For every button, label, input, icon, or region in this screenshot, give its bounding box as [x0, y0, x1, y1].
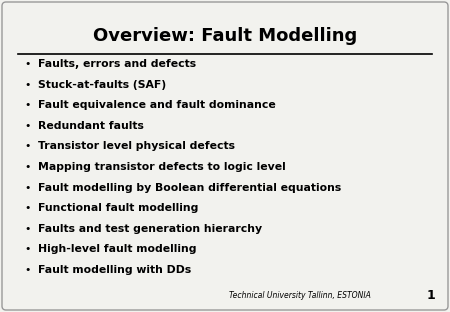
Text: Functional fault modelling: Functional fault modelling: [38, 203, 198, 213]
Text: •: •: [25, 141, 31, 151]
Text: •: •: [25, 244, 31, 254]
Text: Redundant faults: Redundant faults: [38, 121, 144, 131]
Text: •: •: [25, 265, 31, 275]
Text: •: •: [25, 183, 31, 193]
Text: •: •: [25, 203, 31, 213]
Text: Transistor level physical defects: Transistor level physical defects: [38, 141, 235, 151]
Text: Fault modelling by Boolean differential equations: Fault modelling by Boolean differential …: [38, 183, 341, 193]
Text: Overview: Fault Modelling: Overview: Fault Modelling: [93, 27, 357, 45]
Text: 1: 1: [426, 289, 435, 302]
Text: •: •: [25, 121, 31, 131]
Text: Stuck-at-faults (SAF): Stuck-at-faults (SAF): [38, 80, 166, 90]
Text: •: •: [25, 80, 31, 90]
Text: •: •: [25, 59, 31, 69]
Text: Faults, errors and defects: Faults, errors and defects: [38, 59, 196, 69]
Text: Mapping transistor defects to logic level: Mapping transistor defects to logic leve…: [38, 162, 286, 172]
Text: Fault equivalence and fault dominance: Fault equivalence and fault dominance: [38, 100, 276, 110]
Text: Technical University Tallinn, ESTONIA: Technical University Tallinn, ESTONIA: [229, 291, 371, 300]
FancyBboxPatch shape: [2, 2, 448, 310]
Text: Fault modelling with DDs: Fault modelling with DDs: [38, 265, 191, 275]
Text: •: •: [25, 224, 31, 234]
Text: •: •: [25, 100, 31, 110]
Text: Faults and test generation hierarchy: Faults and test generation hierarchy: [38, 224, 262, 234]
Text: •: •: [25, 162, 31, 172]
Text: High-level fault modelling: High-level fault modelling: [38, 244, 197, 254]
